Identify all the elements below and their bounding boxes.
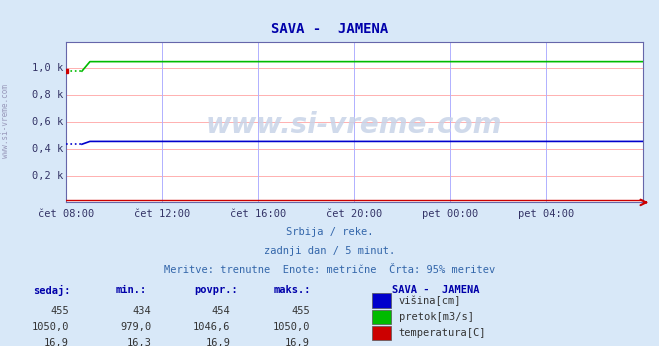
Text: 16,9: 16,9 (285, 338, 310, 346)
Text: 16,3: 16,3 (127, 338, 152, 346)
Text: čet 12:00: čet 12:00 (134, 209, 190, 219)
Text: 1046,6: 1046,6 (193, 322, 231, 333)
Text: čet 20:00: čet 20:00 (326, 209, 382, 219)
Text: Srbija / reke.: Srbija / reke. (286, 227, 373, 237)
Text: 0,2 k: 0,2 k (32, 171, 63, 181)
Text: 1050,0: 1050,0 (32, 322, 69, 333)
Text: višina[cm]: višina[cm] (399, 295, 461, 306)
Text: temperatura[C]: temperatura[C] (399, 328, 486, 338)
Text: 455: 455 (291, 306, 310, 316)
Text: 1050,0: 1050,0 (272, 322, 310, 333)
Text: čet 08:00: čet 08:00 (38, 209, 94, 219)
Text: sedaj:: sedaj: (33, 285, 71, 297)
Text: pet 00:00: pet 00:00 (422, 209, 478, 219)
Text: maks.:: maks.: (273, 285, 311, 295)
Text: 16,9: 16,9 (206, 338, 231, 346)
Text: 1,0 k: 1,0 k (32, 63, 63, 73)
Text: Meritve: trenutne  Enote: metrične  Črta: 95% meritev: Meritve: trenutne Enote: metrične Črta: … (164, 265, 495, 275)
Text: 455: 455 (51, 306, 69, 316)
Text: pet 04:00: pet 04:00 (518, 209, 575, 219)
Text: 454: 454 (212, 306, 231, 316)
Text: 0,6 k: 0,6 k (32, 117, 63, 127)
Text: SAVA -  JAMENA: SAVA - JAMENA (392, 285, 480, 295)
Text: min.:: min.: (115, 285, 146, 295)
Text: SAVA -  JAMENA: SAVA - JAMENA (271, 22, 388, 36)
Text: www.si-vreme.com: www.si-vreme.com (206, 111, 502, 139)
Text: www.si-vreme.com: www.si-vreme.com (1, 84, 10, 158)
Text: 16,9: 16,9 (44, 338, 69, 346)
Text: 0,8 k: 0,8 k (32, 90, 63, 100)
Text: 434: 434 (133, 306, 152, 316)
Text: pretok[m3/s]: pretok[m3/s] (399, 312, 474, 322)
Text: čet 16:00: čet 16:00 (230, 209, 286, 219)
Text: povpr.:: povpr.: (194, 285, 238, 295)
Text: 979,0: 979,0 (121, 322, 152, 333)
Text: 0,4 k: 0,4 k (32, 144, 63, 154)
Text: zadnji dan / 5 minut.: zadnji dan / 5 minut. (264, 246, 395, 256)
